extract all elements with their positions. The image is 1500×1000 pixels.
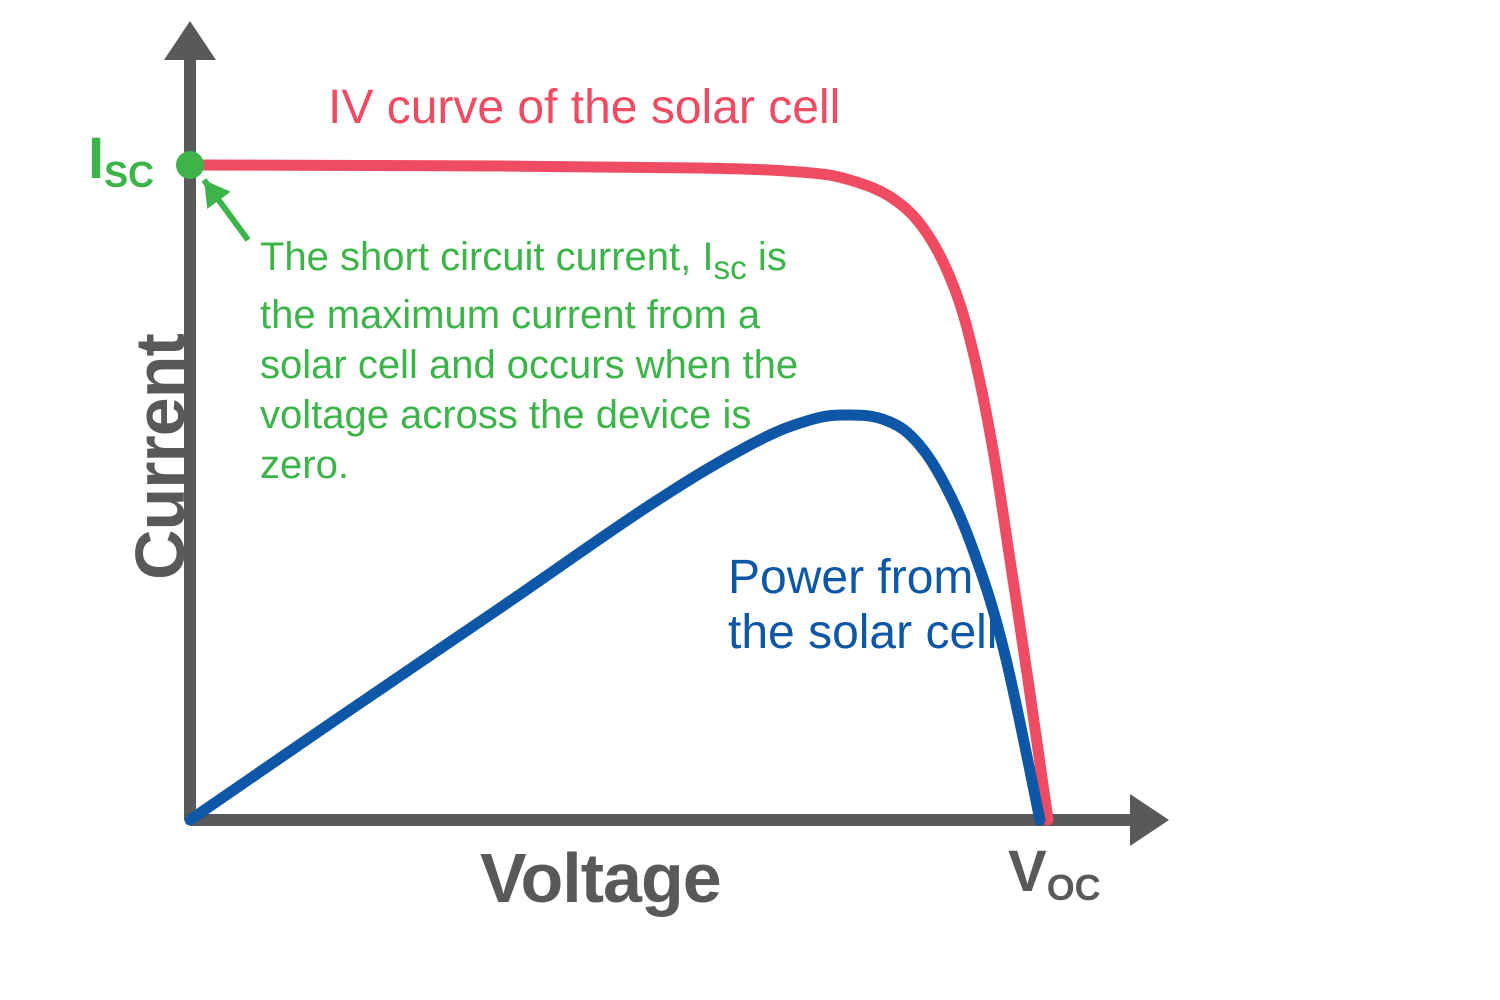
y-axis-label: Current [120, 334, 200, 580]
green-note-p1: The short circuit current, I [260, 235, 713, 279]
voc-label-sub: OC [1047, 867, 1101, 908]
power-label-line2: the solar cell [728, 606, 997, 659]
green-note-sub: sc [713, 250, 746, 287]
isc-label-main: I [88, 126, 104, 191]
chart-svg [0, 0, 1500, 1000]
isc-annotation-text: The short circuit current, Isc is the ma… [260, 232, 820, 490]
isc-annotation-arrowhead [204, 180, 231, 209]
x-axis-label: Voltage [480, 838, 721, 918]
voc-label: VOC [1008, 838, 1101, 905]
isc-point [176, 151, 204, 179]
power-label-line1: Power from [728, 551, 973, 604]
chart-container: Current Voltage ISC VOC IV curve of the … [0, 0, 1500, 1000]
isc-label-sub: SC [104, 154, 154, 195]
power-curve-label: Power from the solar cell [728, 550, 997, 660]
voc-label-main: V [1008, 839, 1047, 904]
isc-label: ISC [88, 125, 154, 192]
iv-curve-label: IV curve of the solar cell [328, 80, 840, 135]
